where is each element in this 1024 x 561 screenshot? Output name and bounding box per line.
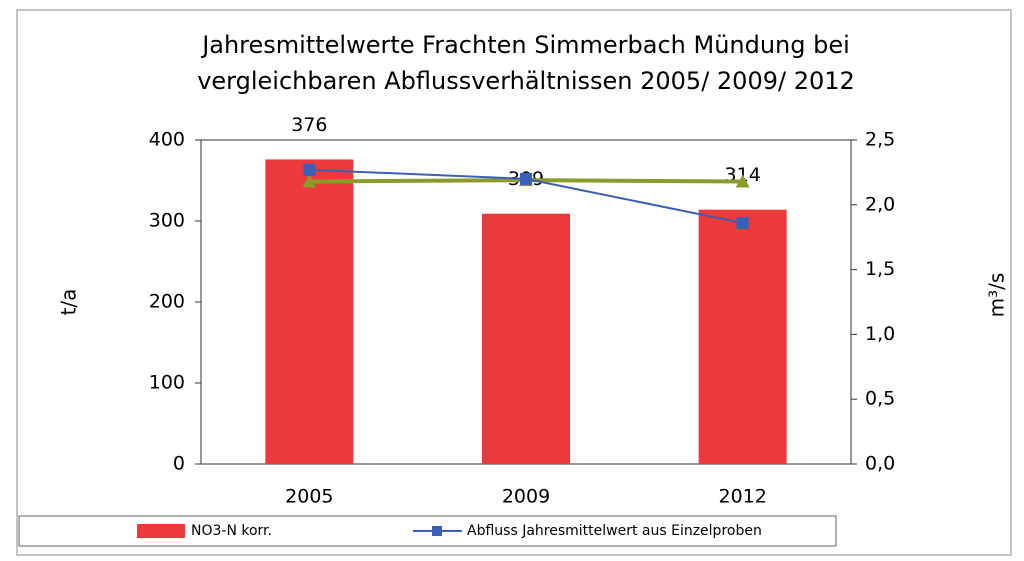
x-tick-label: 2005	[285, 486, 333, 508]
y2-tick-label: 1,0	[865, 323, 895, 345]
bar	[265, 159, 354, 464]
y-tick-label: 0	[173, 453, 185, 475]
y2-tick-label: 2,0	[865, 193, 895, 215]
legend-box	[18, 515, 837, 547]
x-tick-label: 2009	[502, 486, 550, 508]
legend-swatch	[137, 524, 185, 538]
marker	[302, 174, 317, 188]
y-axis-label: t/a	[57, 289, 81, 316]
y-tick-label: 100	[149, 372, 185, 394]
chart-frame	[16, 9, 1012, 556]
y-tick-label: 400	[149, 129, 185, 151]
y2-tick-label: 0,0	[865, 453, 895, 475]
y-tick-label: 300	[149, 210, 185, 232]
bar	[698, 209, 787, 464]
x-tick-label: 2012	[718, 486, 766, 508]
y2-axis-label: m³/s	[985, 273, 1009, 318]
marker	[303, 163, 316, 176]
marker	[520, 172, 532, 185]
chart-title: Jahresmittelwerte Frachten Simmerbach Mü…	[200, 31, 850, 59]
legend-label: Abfluss Jahresmittelwert aus Einzelprobe…	[467, 523, 762, 539]
bar	[482, 213, 570, 464]
chart-title: vergleichbaren Abflussverhältnissen 2005…	[197, 67, 855, 95]
y2-tick-label: 0,5	[865, 388, 895, 410]
y2-tick-label: 2,5	[865, 129, 895, 151]
data-label: 376	[291, 114, 327, 136]
legend-label: NO3-N korr.	[191, 523, 272, 539]
y2-tick-label: 1,5	[865, 258, 895, 280]
y-tick-label: 200	[149, 291, 185, 313]
marker	[735, 174, 750, 188]
legend-swatch	[432, 526, 442, 536]
marker	[736, 216, 749, 229]
